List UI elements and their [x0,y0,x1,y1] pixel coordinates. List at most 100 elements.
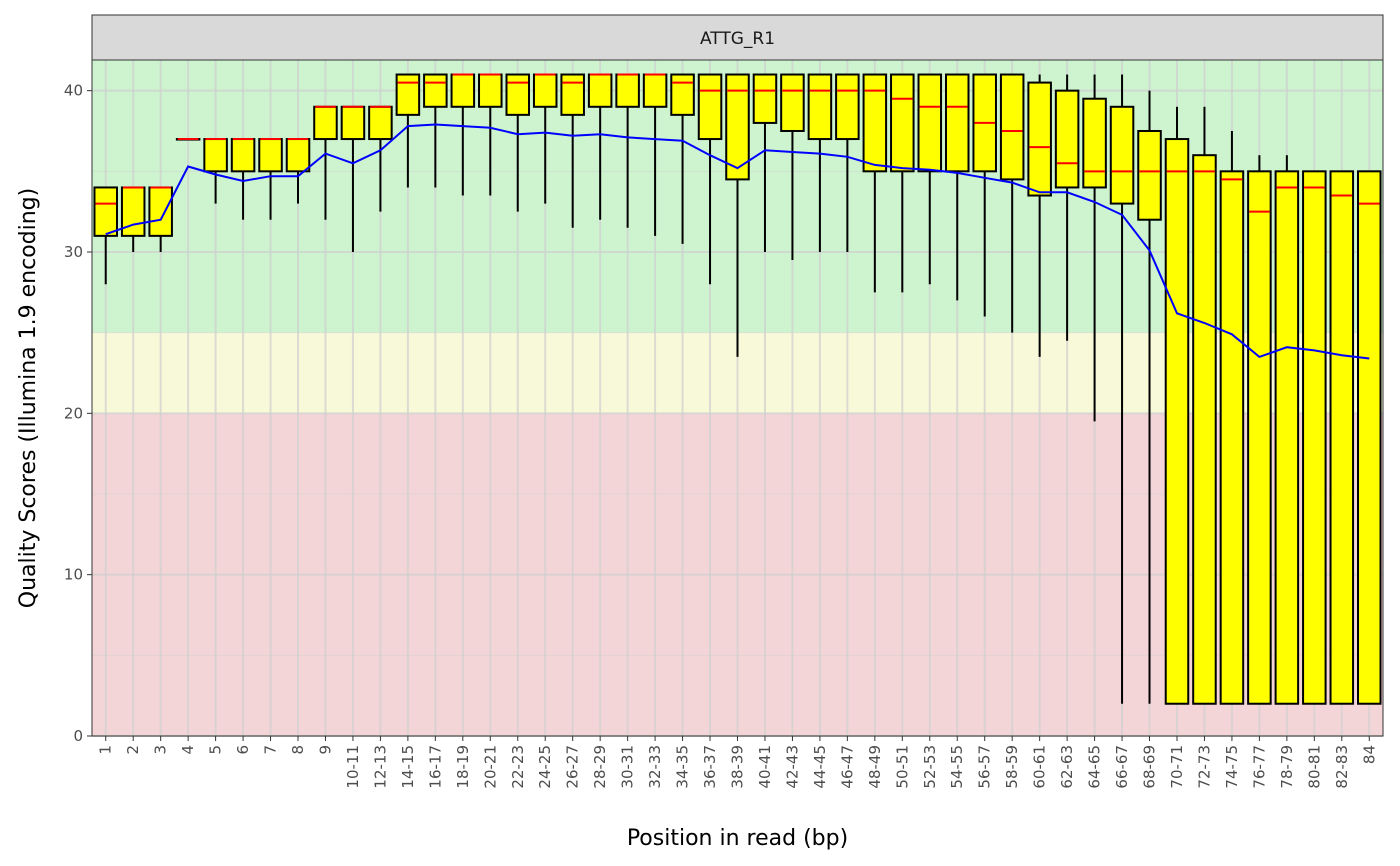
x-tick-label: 52-53 [921,745,939,789]
x-tick-label: 12-13 [371,745,389,789]
box-38-39 [725,73,750,357]
box-72-73 [1192,106,1217,705]
x-tick-label: 80-81 [1305,745,1323,789]
x-tick-label: 24-25 [536,745,554,789]
box-iqr [1329,170,1355,705]
box-iqr [395,73,421,116]
box-54-55 [944,73,970,301]
y-tick-label: 10 [64,566,83,584]
box-iqr [340,105,366,141]
box-iqr [560,73,585,116]
box-50-51 [890,73,915,293]
x-tick-label: 58-59 [1003,745,1021,789]
box-82-83 [1329,170,1355,705]
box-34-35 [670,73,695,244]
box-76-77 [1247,155,1272,705]
x-tick-label: 1 [97,745,115,755]
box-iqr [285,138,311,173]
box-64-65 [1082,74,1107,422]
box-iqr [587,73,613,108]
box-68-69 [1137,90,1162,704]
box-iqr [1027,81,1052,197]
box-iqr [862,73,888,173]
box-iqr [478,73,503,108]
x-tick-label: 76-77 [1250,745,1268,789]
y-tick-label: 0 [73,727,83,745]
box-20-21 [478,73,503,196]
x-tick-label: 3 [152,745,170,755]
box-iqr [890,73,915,173]
box-iqr [1247,170,1272,705]
x-axis-title: Position in read (bp) [627,826,848,851]
box-84 [1357,170,1382,705]
box-78-79 [1274,155,1300,705]
x-tick-label: 6 [234,745,252,755]
x-tick-label: 34-35 [674,745,692,789]
box-iqr [780,73,805,132]
x-tick-label: 40-41 [756,745,774,789]
x-tick-label: 20-21 [481,745,499,789]
box-iqr [450,73,476,108]
box-iqr [203,138,228,173]
x-tick-label: 74-75 [1223,745,1241,789]
box-52-53 [917,73,943,285]
box-22-23 [505,73,531,212]
box-4 [175,138,201,141]
box-iqr [1137,129,1162,221]
box-42-43 [780,73,805,261]
box-iqr [670,73,695,116]
box-5 [203,138,228,204]
box-iqr [1054,89,1080,189]
box-iqr [835,73,860,141]
box-66-67 [1109,74,1135,704]
box-iqr [917,73,943,173]
x-tick-label: 50-51 [893,745,911,789]
box-iqr [1274,170,1300,705]
y-tick-label: 20 [64,404,83,422]
x-tick-label: 9 [317,745,335,755]
y-axis-title: Quality Scores (Illumina 1.9 encoding) [16,188,41,608]
box-48-49 [862,73,888,293]
box-iqr [944,73,970,173]
box-iqr [999,73,1025,181]
box-70-71 [1164,106,1190,705]
y-axis: 0 10 20 30 40 [64,82,92,745]
x-tick-label: 28-29 [591,745,609,789]
box-40-41 [752,73,778,252]
x-tick-label: 70-71 [1168,745,1186,789]
x-tick-label: 36-37 [701,745,719,789]
x-tick-label: 84 [1360,745,1378,764]
box-iqr [807,73,833,141]
box-iqr [1164,138,1190,705]
box-36-37 [697,73,723,285]
box-iqr [532,73,558,108]
x-tick-label: 56-57 [976,745,994,789]
x-tick-label: 5 [207,745,225,755]
box-30-31 [615,73,640,228]
box-26-27 [560,73,585,228]
x-tick-label: 16-17 [426,745,444,789]
x-tick-label: 68-69 [1141,745,1159,789]
x-tick-label: 32-33 [646,745,664,789]
box-iqr [258,138,283,173]
x-tick-label: 72-73 [1196,745,1214,789]
box-62-63 [1054,74,1080,341]
x-tick-label: 8 [289,745,307,755]
facet-title: ATTG_R1 [700,29,775,49]
x-tick-label: 7 [262,745,280,755]
x-tick-label: 46-47 [838,745,856,789]
x-axis: 1 2 3 4 5 6 7 8 9 10-11 12-13 14-15 16-17 18-19 20-21 2… [97,736,1378,789]
x-tick-label: 60-61 [1031,745,1049,789]
box-14-15 [395,73,421,188]
box-iqr [1302,170,1327,705]
box-46-47 [835,73,860,252]
y-tick-label: 40 [64,82,83,100]
box-iqr [120,186,146,237]
box-iqr [505,73,531,116]
x-tick-label: 62-63 [1058,745,1076,789]
box-iqr [230,138,256,173]
box-16-17 [423,73,448,188]
box-44-45 [807,73,833,252]
x-tick-label: 18-19 [454,745,472,789]
